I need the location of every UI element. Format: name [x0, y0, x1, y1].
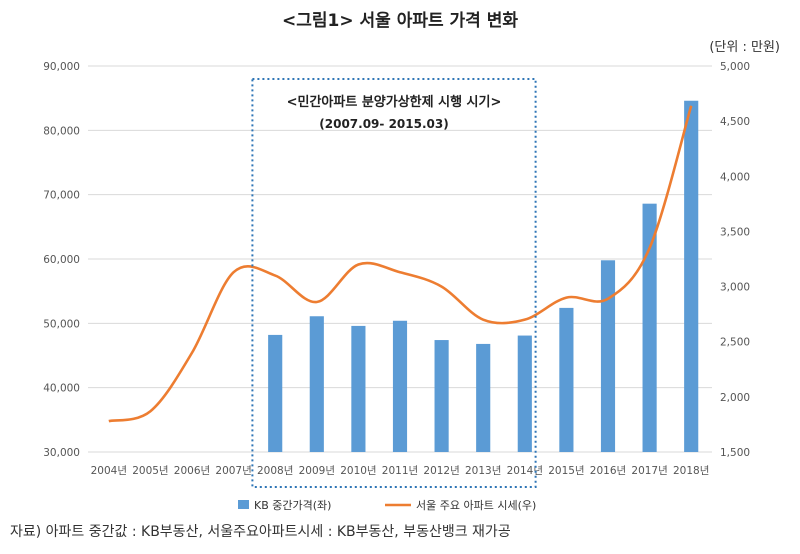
- x-tick-label: 2012년: [423, 465, 459, 477]
- bar: [434, 340, 449, 452]
- legend-bar-swatch: [238, 500, 249, 509]
- right-tick-label: 1,500: [720, 447, 750, 459]
- bar: [600, 260, 616, 452]
- left-tick-label: 90,000: [43, 61, 80, 73]
- annotation-period: (2007.09- 2015.03): [319, 117, 448, 131]
- bar: [268, 334, 283, 452]
- left-tick-label: 50,000: [43, 318, 80, 330]
- right-tick-label: 2,000: [720, 392, 750, 404]
- legend-line-label: 서울 주요 아파트 시세(우): [416, 499, 536, 512]
- right-tick-label: 3,500: [720, 226, 750, 238]
- left-axis-ticks: 30,000 40,000 50,000 60,000 70,000 80,000 90,0…: [43, 61, 80, 459]
- bar: [559, 307, 574, 452]
- right-axis-ticks: 1,500 2,000 2,500 3,000 3,500 4,000 4,500 5,000: [720, 61, 750, 459]
- bar: [684, 100, 699, 453]
- bar: [476, 343, 491, 452]
- bar-series: [268, 100, 699, 453]
- x-tick-label: 2015년: [548, 465, 584, 477]
- left-tick-label: 80,000: [43, 125, 80, 137]
- bar: [642, 203, 657, 452]
- x-tick-label: 2013년: [465, 465, 501, 477]
- x-tick-label: 2017년: [631, 465, 667, 477]
- bar: [392, 320, 408, 452]
- right-tick-label: 4,500: [720, 116, 750, 128]
- left-tick-label: 60,000: [43, 254, 80, 266]
- right-tick-label: 2,500: [720, 337, 750, 349]
- highlight-period-box: [251, 78, 537, 488]
- chart-title: <그림1> 서울 아파트 가격 변화: [281, 11, 519, 31]
- right-tick-label: 5,000: [720, 61, 750, 73]
- price-line: [108, 105, 693, 423]
- x-tick-label: 2011년: [382, 465, 418, 477]
- source-note: 자료) 아파트 중간값 : KB부동산, 서울주요아파트시세 : KB부동산, …: [10, 524, 511, 540]
- x-tick-label: 2005년: [132, 465, 168, 477]
- x-tick-label: 2007년: [215, 465, 251, 477]
- bar: [351, 325, 366, 452]
- x-tick-label: 2016년: [590, 465, 626, 477]
- x-axis-ticks: 2004년 2005년 2006년 2007년 2008년 2009년 2010년 2011년…: [91, 465, 710, 477]
- x-tick-label: 2009년: [299, 465, 335, 477]
- bar: [309, 316, 324, 452]
- annotation-title: <민간아파트 분양가상한제 시행 시기>: [287, 94, 502, 110]
- x-tick-label: 2018년: [673, 465, 709, 477]
- line-series: [108, 105, 693, 423]
- bar: [517, 335, 532, 452]
- left-tick-label: 70,000: [43, 190, 80, 202]
- right-tick-label: 3,000: [720, 282, 750, 294]
- right-tick-label: 4,000: [720, 171, 750, 183]
- left-tick-label: 30,000: [43, 447, 80, 459]
- legend-bar-label: KB 중간가격(좌): [254, 499, 331, 512]
- left-tick-label: 40,000: [43, 383, 80, 395]
- x-tick-label: 2010년: [340, 465, 376, 477]
- x-tick-label: 2006년: [174, 465, 210, 477]
- price-chart: 30,000 40,000 50,000 60,000 70,000 80,000 90,0…: [43, 61, 750, 512]
- unit-label: (단위 : 만원): [709, 40, 780, 55]
- x-tick-label: 2014년: [507, 465, 543, 477]
- legend: KB 중간가격(좌) 서울 주요 아파트 시세(우): [238, 499, 536, 512]
- x-tick-label: 2008년: [257, 465, 293, 477]
- x-tick-label: 2004년: [91, 465, 127, 477]
